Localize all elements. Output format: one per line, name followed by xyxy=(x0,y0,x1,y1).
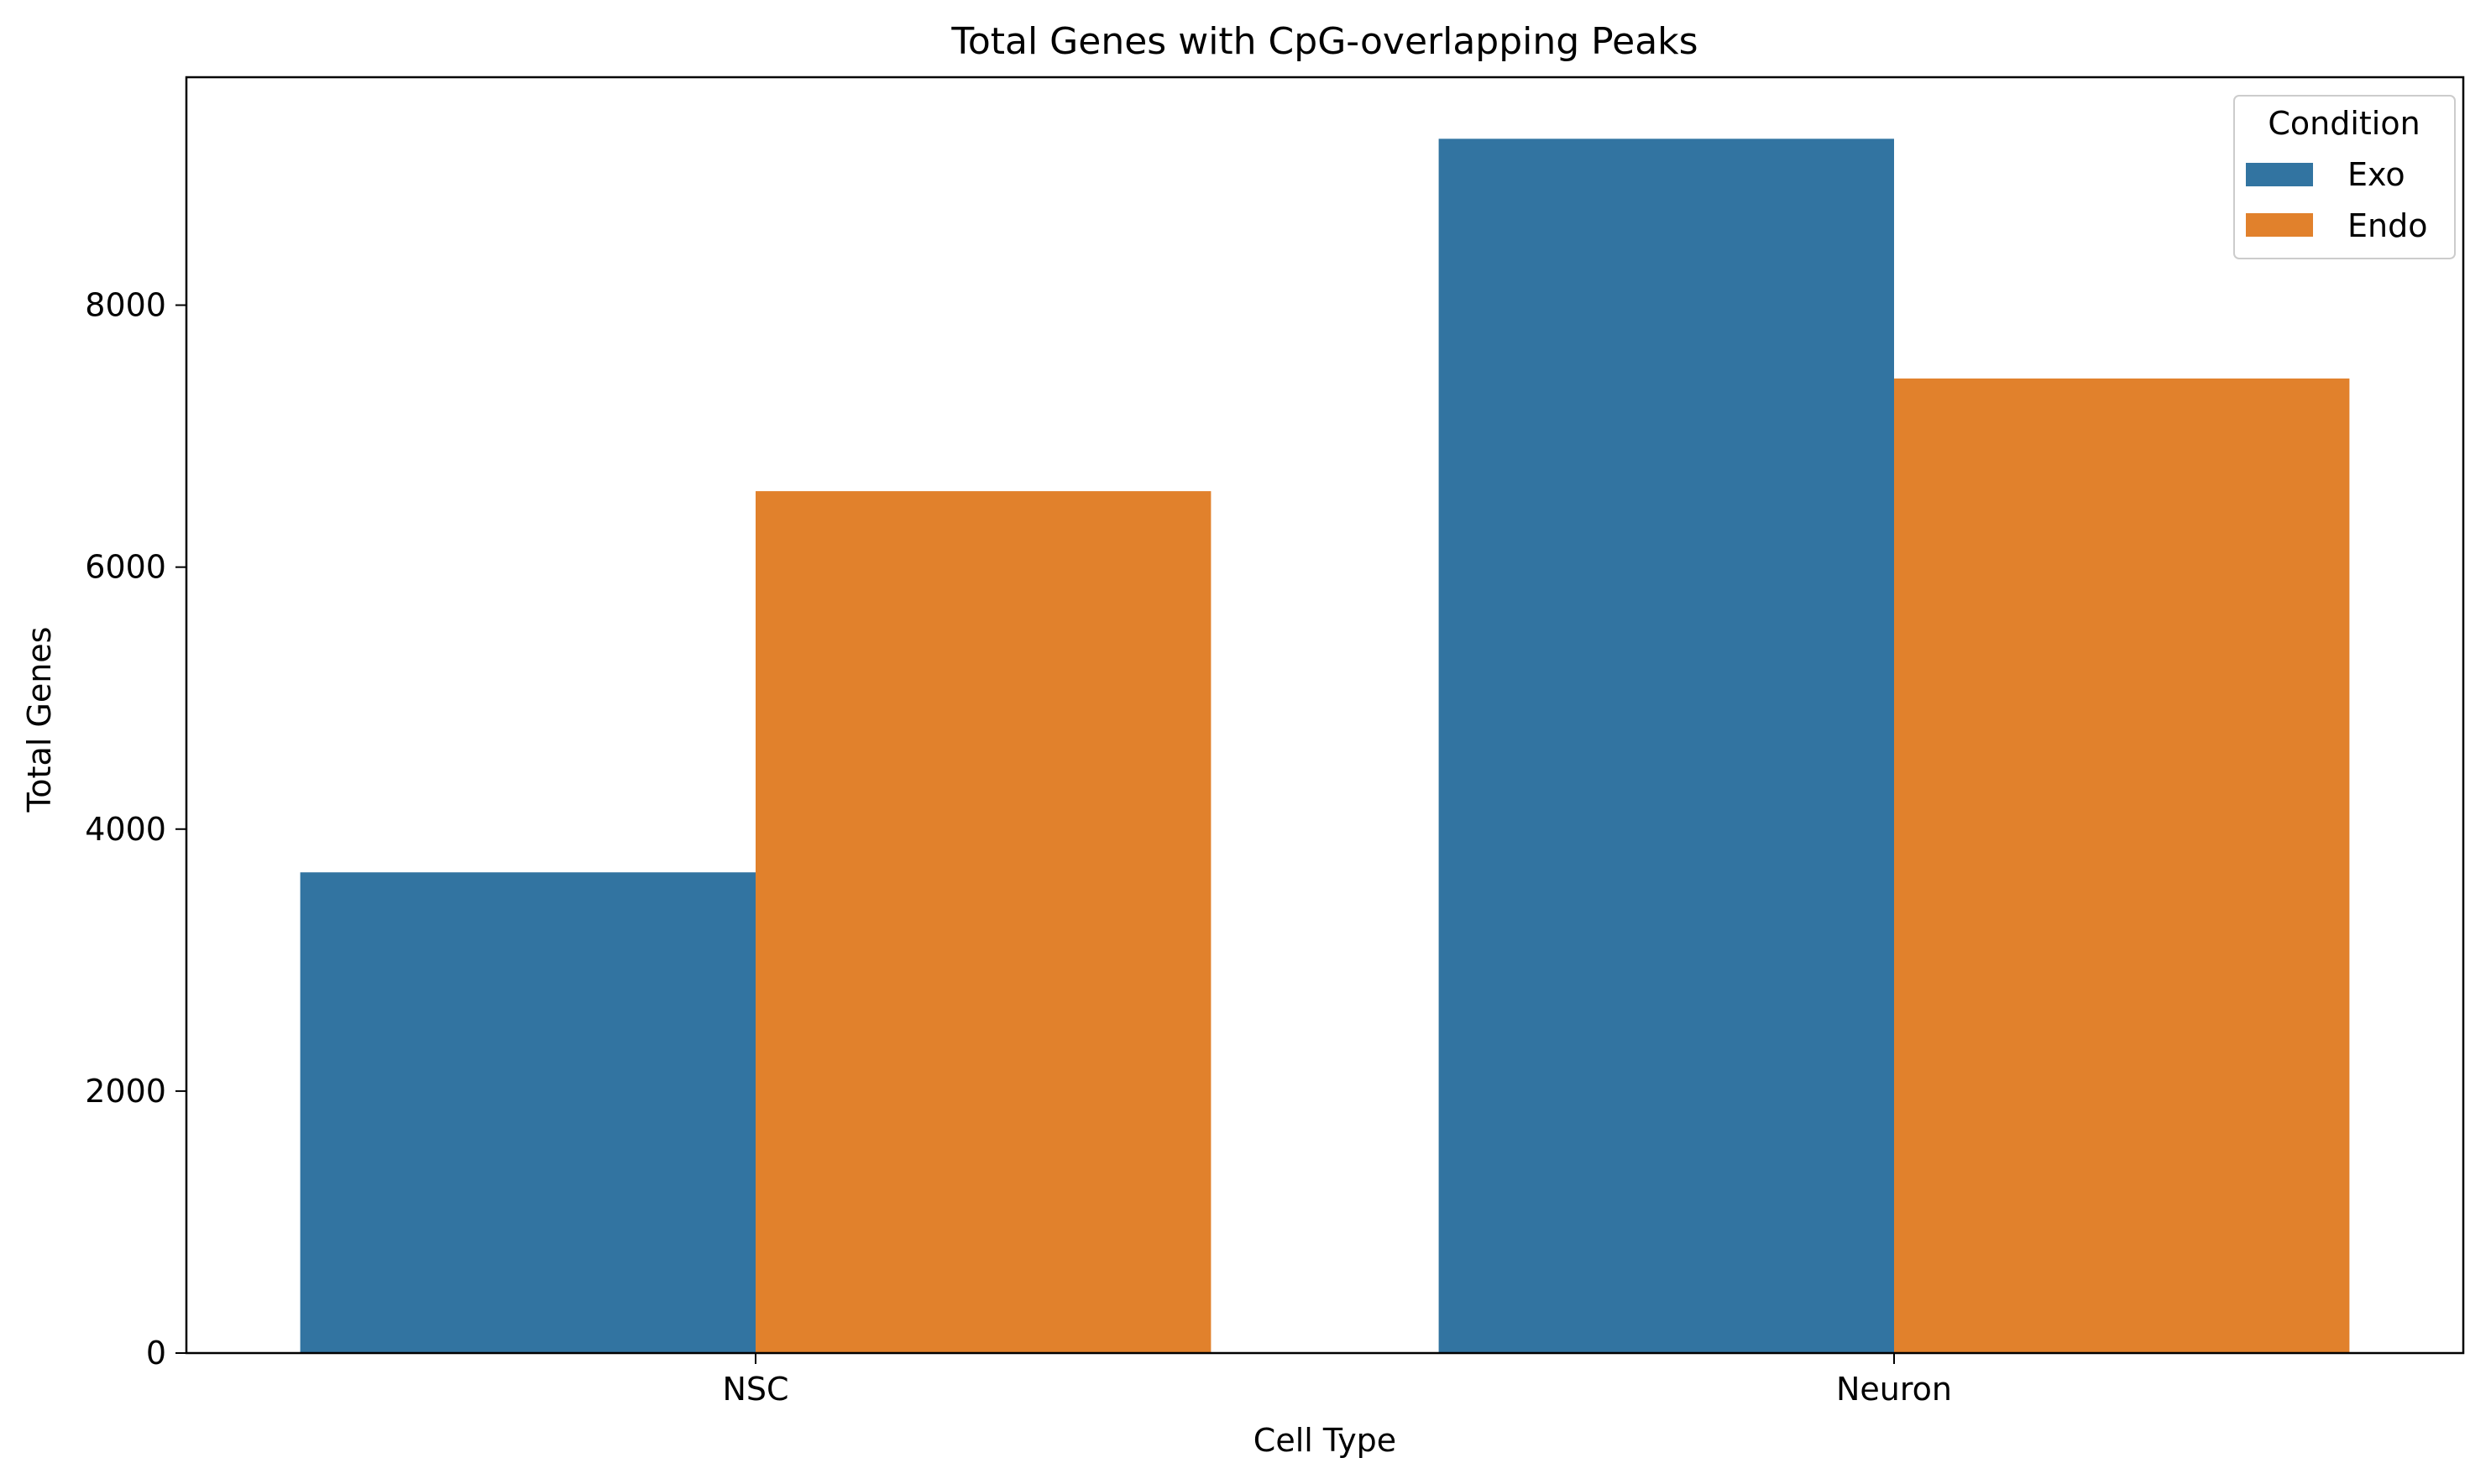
legend-swatch-exo xyxy=(2246,163,2313,186)
y-tick-label: 6000 xyxy=(85,549,166,586)
legend: Condition Exo Endo xyxy=(2233,95,2456,259)
x-tick-label: Neuron xyxy=(1836,1371,1952,1408)
bar-exo-neuron xyxy=(1438,138,1894,1353)
x-tick-label: NSC xyxy=(722,1371,788,1408)
bar-endo-neuron xyxy=(1894,378,2350,1353)
y-tick-label: 4000 xyxy=(85,811,166,848)
y-tick-label: 0 xyxy=(146,1335,166,1372)
y-tick-label: 8000 xyxy=(85,287,166,324)
plot-area: NSC Neuron 0 2000 4000 6000 8000 xyxy=(85,76,2465,1408)
y-axis-label: Total Genes xyxy=(21,627,58,813)
legend-title: Condition xyxy=(2268,105,2420,142)
axes-frame xyxy=(185,76,2465,1355)
chart-title: Total Genes with CpG-overlapping Peaks xyxy=(950,20,1698,63)
y-tick-label: 2000 xyxy=(85,1073,166,1110)
legend-label-endo: Endo xyxy=(2347,207,2427,244)
bar-exo-nsc xyxy=(300,872,756,1353)
x-axis-label: Cell Type xyxy=(1253,1422,1396,1459)
legend-swatch-endo xyxy=(2246,213,2313,237)
bar-endo-nsc xyxy=(756,491,1211,1354)
legend-label-exo: Exo xyxy=(2347,156,2405,193)
